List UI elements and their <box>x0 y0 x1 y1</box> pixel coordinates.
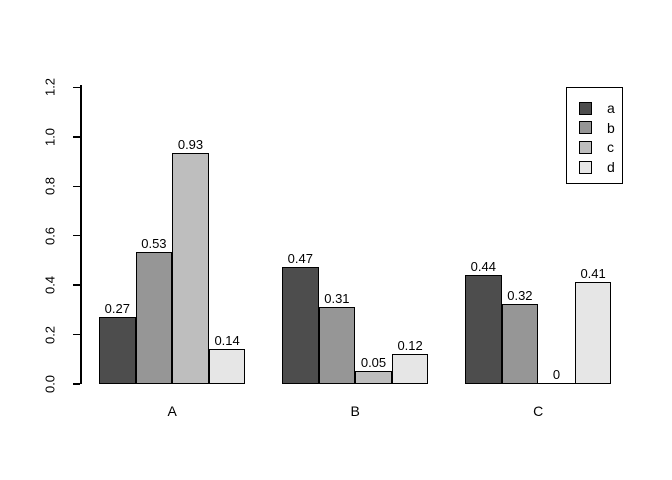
bar-b-B <box>318 306 356 385</box>
bar-value-label: 0.32 <box>507 288 533 304</box>
legend-label-b: b <box>607 119 615 136</box>
y-tick-label: 1.0 <box>42 127 58 146</box>
y-tick-label: 0.0 <box>42 375 58 394</box>
y-tick-label: 0.8 <box>42 177 58 196</box>
y-tick-label: 0.4 <box>42 276 58 295</box>
bar-c-B <box>355 370 392 385</box>
legend-label-a: a <box>607 100 615 116</box>
bar-value-label: 0.41 <box>580 265 606 281</box>
y-tick-label: 0.6 <box>42 226 58 245</box>
bar-value-label: 0.44 <box>470 258 496 274</box>
bar-value-label: 0.27 <box>104 300 130 316</box>
y-tick <box>73 136 80 138</box>
y-tick-label: 0.2 <box>42 325 58 344</box>
y-tick <box>73 86 80 89</box>
bar-value-label: 0.12 <box>397 337 423 353</box>
bar-value-label: 0.47 <box>287 251 313 267</box>
bar-a-A <box>99 316 136 385</box>
bar-b-A <box>135 252 173 385</box>
y-axis-line <box>80 85 82 385</box>
y-tick <box>73 234 80 237</box>
legend-label-d: d <box>607 159 615 176</box>
x-category-label-C: C <box>533 403 544 419</box>
bar-d-C <box>574 281 612 385</box>
bar-b-C <box>501 304 539 385</box>
y-tick <box>73 284 80 286</box>
y-tick <box>73 185 80 188</box>
bar-value-label: 0.53 <box>141 236 167 252</box>
legend-swatch-c <box>579 140 592 154</box>
x-category-label-A: A <box>167 403 177 419</box>
legend-swatch-a <box>579 101 592 115</box>
bar-c-C <box>538 382 575 384</box>
legend-label-c: c <box>607 139 614 156</box>
bar-a-B <box>282 267 319 385</box>
y-tick-label: 1.2 <box>42 78 58 97</box>
bar-value-label: 0.93 <box>177 137 204 153</box>
legend-swatch-b <box>579 121 592 135</box>
bar-value-label: 0.05 <box>360 354 387 370</box>
bar-a-C <box>465 274 502 385</box>
bar-d-B <box>391 353 429 385</box>
bar-c-A <box>172 153 209 385</box>
legend-swatch-d <box>579 160 592 174</box>
y-tick <box>73 333 80 336</box>
bar-d-A <box>208 348 246 385</box>
bar-value-label: 0.14 <box>214 332 240 348</box>
bar-value-label: 0 <box>552 367 561 383</box>
y-tick <box>73 383 80 385</box>
bar-value-label: 0.31 <box>324 290 350 306</box>
x-category-label-B: B <box>350 403 360 419</box>
